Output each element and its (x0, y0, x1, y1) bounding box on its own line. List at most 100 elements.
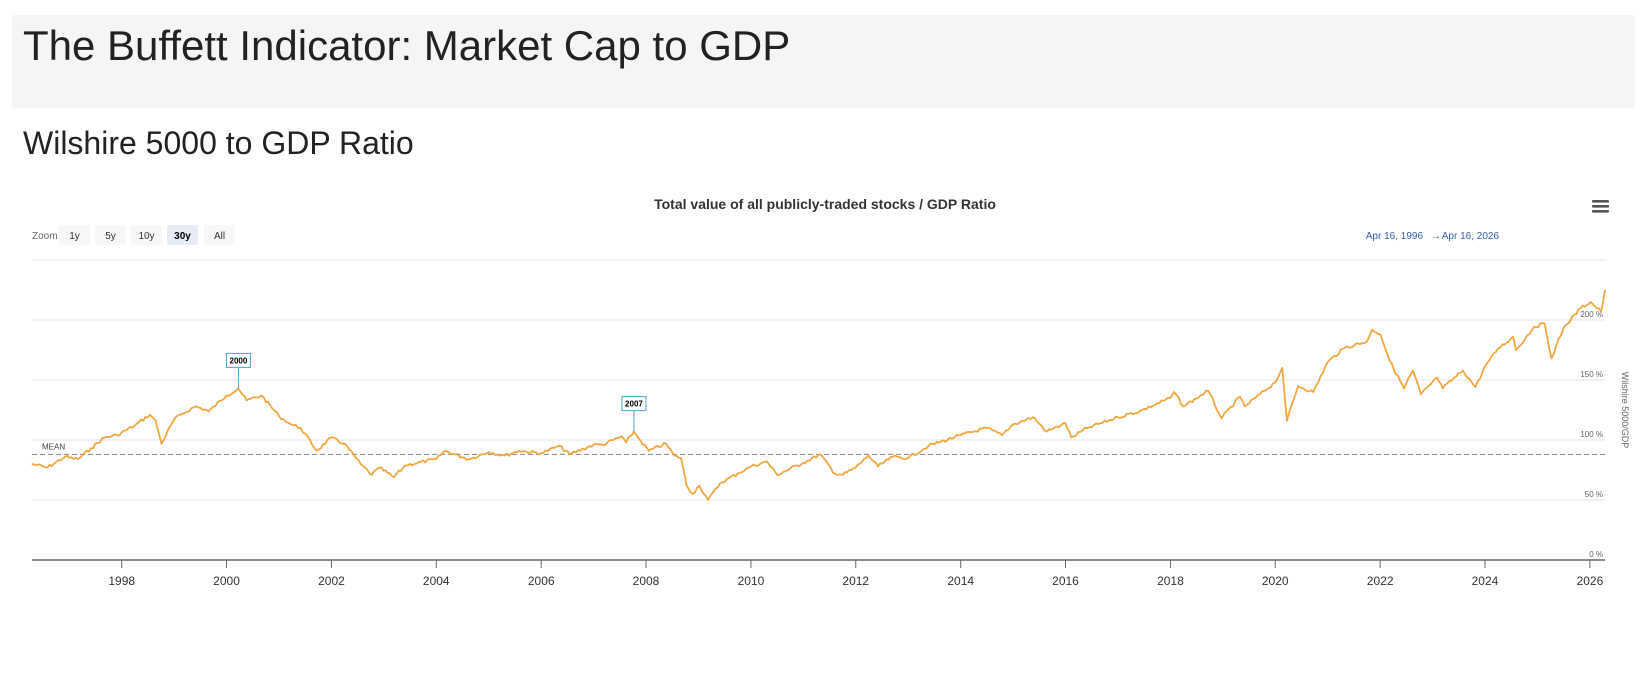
data-point (842, 474, 844, 476)
zoom-button-30y[interactable]: 30y (167, 225, 198, 245)
data-point (877, 465, 879, 468)
data-point (1169, 397, 1172, 399)
y-tick-label: 150 % (1580, 370, 1603, 379)
data-point (625, 441, 627, 444)
data-point (316, 450, 318, 452)
hamburger-menu-icon[interactable] (1586, 192, 1614, 220)
data-point (1366, 340, 1368, 343)
data-point (116, 434, 119, 436)
zoom-button-1y[interactable]: 1y (59, 225, 90, 245)
zoom-button-10y[interactable]: 10y (131, 225, 162, 245)
data-point (1312, 391, 1315, 393)
data-point (673, 454, 675, 457)
data-point (173, 418, 175, 421)
x-tick-label: 2008 (633, 574, 660, 588)
data-point (959, 434, 962, 436)
data-point (1046, 430, 1048, 433)
chart-title: Total value of all publicly-traded stock… (654, 196, 996, 212)
flag-label: 2007 (625, 400, 643, 409)
data-point (1462, 369, 1464, 372)
page-title: The Buffett Indicator: Market Cap to GDP (23, 22, 791, 69)
flag-2000[interactable]: 2000 (225, 352, 251, 389)
x-tick-label: 2002 (318, 574, 345, 588)
data-point (208, 410, 210, 412)
data-point (46, 466, 49, 469)
data-point (1562, 327, 1565, 330)
x-tick-label: 2006 (528, 574, 555, 588)
zoom-button-label: 1y (69, 231, 80, 242)
data-point (719, 482, 722, 485)
data-point (1550, 357, 1553, 360)
zoom-label: Zoom (32, 231, 58, 242)
data-point (76, 458, 79, 461)
data-point (927, 445, 930, 447)
data-point (444, 450, 446, 452)
data-point (891, 456, 894, 458)
data-point (620, 435, 623, 438)
range-arrow: → (1431, 231, 1441, 242)
data-point (330, 436, 333, 439)
series-line (31, 289, 1606, 501)
zoom-button-5y[interactable]: 5y (95, 225, 126, 245)
x-tick-label: 2018 (1157, 574, 1184, 588)
data-point (435, 458, 437, 461)
zoom-button-All[interactable]: All (204, 225, 235, 245)
data-point (1388, 360, 1391, 362)
data-point (1032, 416, 1034, 418)
data-point (707, 499, 709, 501)
data-point (1207, 390, 1209, 392)
data-point (518, 450, 521, 452)
axes: 0 % 50 % 100 % 150 % 200 % Wilshire 5000/GDP 1… (32, 310, 1630, 588)
data-point (1403, 387, 1405, 390)
x-tick-label: 2000 (213, 574, 240, 588)
zoom-button-bg (167, 225, 198, 245)
data-point (133, 424, 136, 427)
data-point (568, 453, 571, 456)
data-point (378, 466, 381, 469)
data-point (278, 415, 280, 417)
data-point (1070, 436, 1073, 439)
zoom-button-bg (131, 225, 162, 245)
data-point (685, 484, 688, 487)
page-header: The Buffett Indicator: Market Cap to GDP (12, 15, 1635, 108)
y-axis-title: Wilshire 5000/GDP (1620, 372, 1630, 449)
data-point (540, 452, 542, 455)
data-point (907, 457, 909, 459)
mean-label: MEAN (42, 442, 65, 451)
x-tick-label: 2020 (1262, 574, 1289, 588)
data-point (1420, 393, 1422, 396)
data-point (750, 465, 752, 468)
data-point (776, 474, 778, 476)
data-point (833, 472, 836, 475)
data-point (1411, 369, 1414, 372)
data-point (1371, 328, 1374, 331)
data-point (640, 440, 642, 442)
data-point (90, 447, 92, 450)
y-tick-label: 200 % (1580, 310, 1603, 319)
data-point (1117, 416, 1119, 418)
x-tick-label: 2024 (1472, 574, 1499, 588)
data-point (1515, 349, 1517, 351)
data-point (1239, 396, 1241, 398)
data-point (1579, 307, 1582, 309)
data-point (680, 457, 682, 459)
range-from-date[interactable]: Apr 16, 1996 (1366, 231, 1424, 242)
data-point (691, 493, 694, 495)
zoom-button-label: 10y (138, 231, 154, 242)
data-point (154, 420, 157, 422)
data-point (245, 399, 248, 402)
x-tick-label: 2010 (738, 574, 765, 588)
data-point (1497, 348, 1499, 350)
data-point (1001, 434, 1003, 436)
data-point (260, 394, 263, 397)
zoom-button-label: 5y (105, 231, 116, 242)
data-point (1543, 322, 1546, 325)
data-point (1220, 417, 1223, 420)
data-point (648, 450, 650, 452)
flag-2007[interactable]: 2007 (621, 396, 647, 432)
y-tick-label: 0 % (1589, 550, 1603, 559)
range-to-date[interactable]: Apr 16, 2026 (1442, 231, 1500, 242)
x-tick-label: 2014 (947, 574, 974, 588)
data-point (1064, 422, 1067, 424)
grid-lines (32, 259, 1605, 501)
